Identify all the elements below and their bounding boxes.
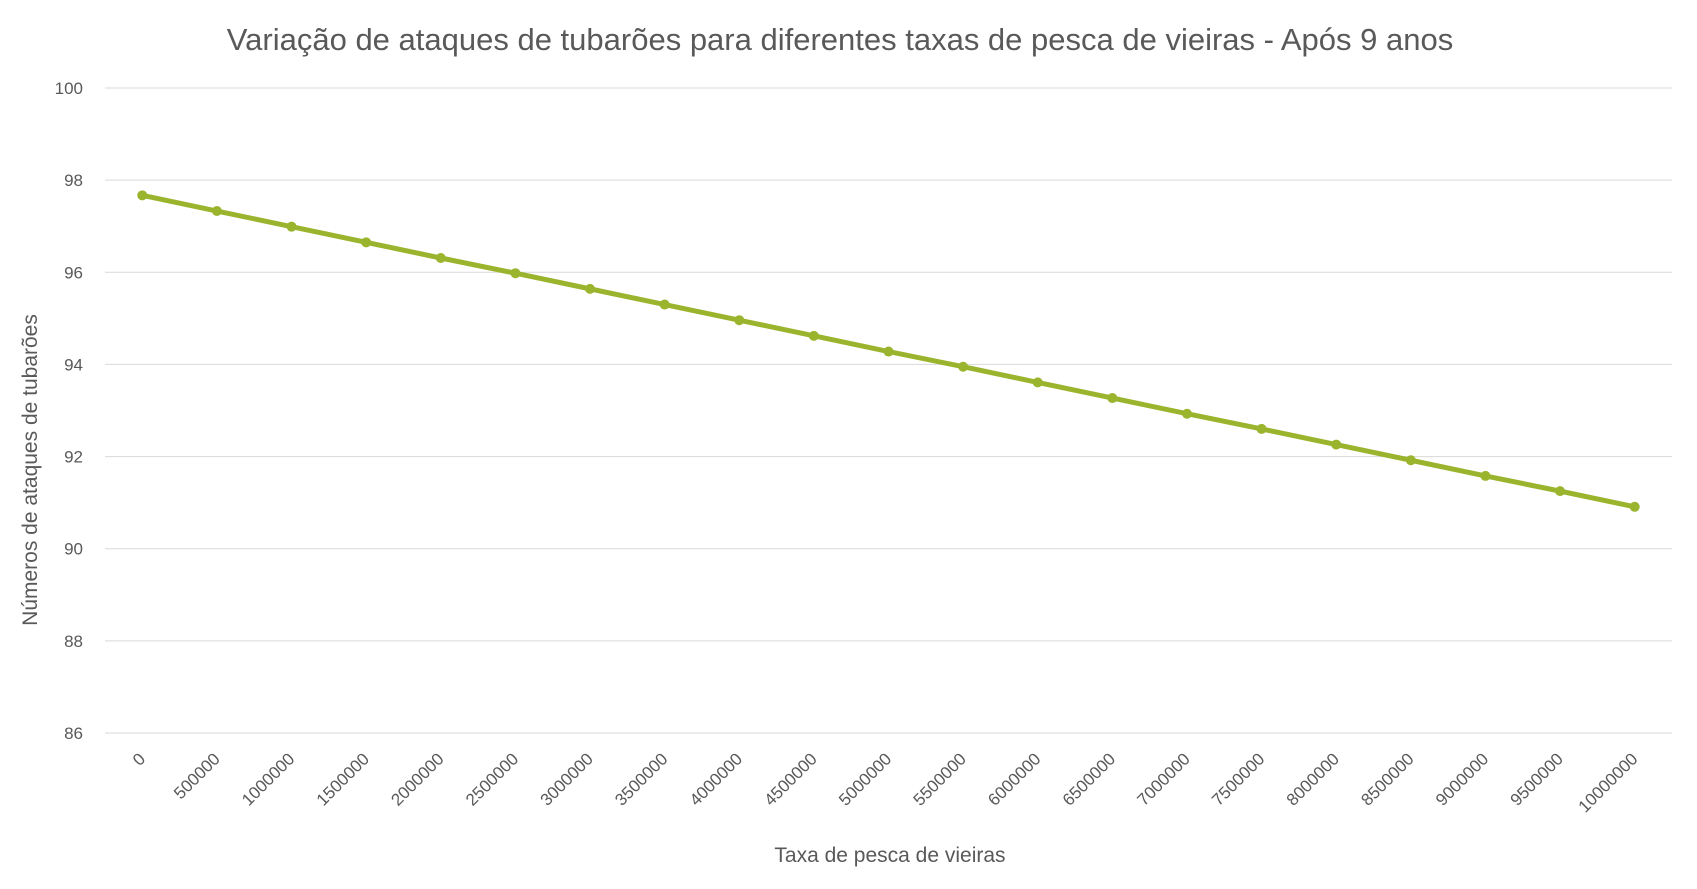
x-tick-label: 2000000 (387, 749, 447, 809)
x-tick-label: 5000000 (835, 749, 895, 809)
data-point (137, 190, 148, 201)
x-axis-title: Taxa de pesca de vieiras (774, 844, 1005, 867)
data-point (1032, 377, 1043, 388)
x-tick-label: 7000000 (1134, 749, 1194, 809)
x-tick-label: 7500000 (1208, 749, 1268, 809)
x-tick-label: 6500000 (1059, 749, 1119, 809)
chart-title: Variação de ataques de tubarões para dif… (227, 22, 1453, 57)
x-tick-label: 4500000 (760, 749, 820, 809)
y-tick-label: 90 (64, 540, 83, 559)
data-point (1107, 393, 1118, 404)
y-tick-label: 100 (55, 79, 83, 98)
data-point (1181, 408, 1192, 419)
series-layer (137, 190, 1640, 512)
gridlines (105, 87, 1672, 734)
x-tick-label: 9000000 (1432, 749, 1492, 809)
x-tick-label: 8000000 (1283, 749, 1343, 809)
x-tick-label: 9500000 (1507, 749, 1567, 809)
data-point (734, 315, 745, 326)
y-axis-ticks: 86 88 90 92 94 96 98 100 (55, 79, 83, 743)
data-point (510, 268, 521, 279)
y-tick-label: 86 (64, 724, 83, 743)
x-tick-label: 3500000 (611, 749, 671, 809)
x-tick-label: 6000000 (984, 749, 1044, 809)
x-tick-label: 2500000 (462, 749, 522, 809)
data-point (1405, 455, 1416, 466)
data-point (883, 346, 894, 357)
data-point (435, 253, 446, 264)
data-point (361, 237, 372, 248)
y-tick-label: 96 (64, 263, 83, 282)
x-tick-label: 4000000 (686, 749, 746, 809)
y-tick-label: 88 (64, 632, 83, 651)
x-tick-label: 8500000 (1357, 749, 1417, 809)
data-point (1555, 486, 1566, 497)
y-tick-label: 92 (64, 448, 83, 467)
data-point (1629, 501, 1640, 512)
data-point (286, 221, 297, 232)
data-point (1331, 439, 1342, 450)
y-tick-label: 98 (64, 171, 83, 190)
data-point (808, 330, 819, 341)
x-tick-label: 3000000 (537, 749, 597, 809)
y-tick-label: 94 (64, 355, 83, 374)
x-tick-label: 5500000 (910, 749, 970, 809)
data-point (1480, 470, 1491, 481)
y-axis-title: Números de ataques de tubarões (19, 314, 42, 626)
data-point (659, 299, 670, 310)
x-tick-label: 500000 (170, 749, 224, 803)
x-tick-label: 0 (129, 749, 149, 769)
data-point (585, 283, 596, 294)
x-tick-label: 1000000 (238, 749, 298, 809)
data-point (211, 206, 222, 217)
data-point (958, 361, 969, 372)
x-axis-ticks: 0 500000 1000000 1500000 2000000 2500000 30000… (129, 749, 1642, 816)
data-point (1256, 423, 1267, 434)
x-tick-label: 1500000 (313, 749, 373, 809)
x-tick-label: 10000000 (1575, 749, 1642, 816)
